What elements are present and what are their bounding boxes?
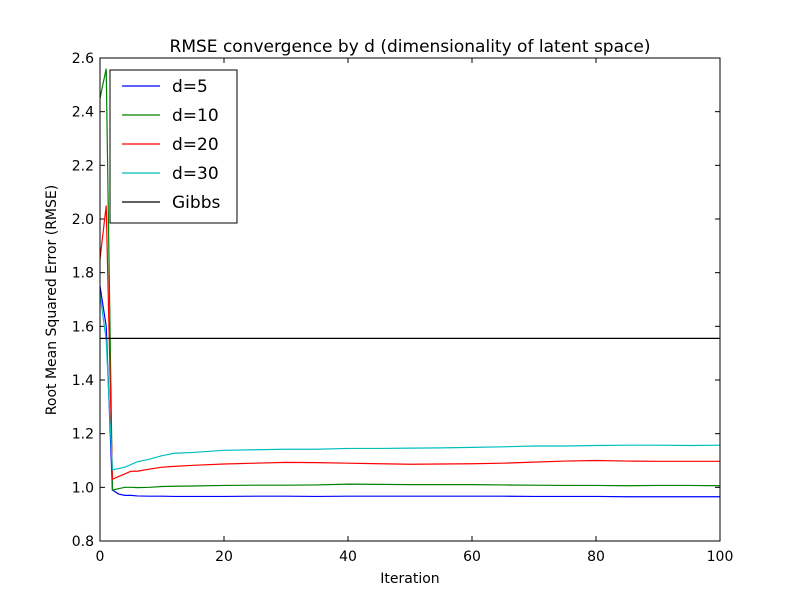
x-axis-label: Iteration: [380, 571, 439, 587]
legend-label: d=30: [172, 164, 219, 184]
legend-label: d=20: [172, 135, 219, 155]
y-tick-label: 2.4: [72, 105, 94, 121]
axis-ticks: 0 20 40 60 80 100 0.8 1.0 1.2 1.4 1.6 1.8 2.0 2.2 2.4 2…: [72, 51, 734, 565]
legend-label: d=5: [172, 77, 208, 97]
legend-box: [109, 69, 238, 224]
series-line-d-10: [99, 68, 721, 491]
legend: d=5 d=10 d=20 d=30 Gibbs: [109, 69, 238, 224]
x-tick-label: 80: [587, 549, 605, 565]
series-lines: [99, 68, 721, 498]
y-tick-label: 1.0: [72, 480, 94, 496]
y-tick-label: 0.8: [72, 534, 94, 550]
y-tick-label: 1.8: [72, 266, 94, 282]
y-tick-label: 2.6: [72, 51, 94, 67]
x-tick-label: 100: [707, 549, 734, 565]
y-tick-label: 2.2: [72, 158, 94, 174]
series-line-d-20: [99, 205, 720, 481]
x-tick-label: 40: [339, 549, 357, 565]
y-axis-label: Root Mean Squared Error (RMSE): [44, 185, 60, 415]
x-tick-label: 0: [96, 549, 105, 565]
legend-label: Gibbs: [172, 193, 220, 213]
chart-title: RMSE convergence by d (dimensionality of…: [170, 37, 651, 57]
plot-frame: [99, 57, 721, 542]
y-tick-label: 2.0: [72, 212, 94, 228]
series-line-d-30: [99, 294, 721, 471]
y-tick-label: 1.2: [72, 427, 94, 443]
y-tick-label: 1.6: [72, 319, 94, 335]
x-tick-label: 60: [463, 549, 481, 565]
x-tick-label: 20: [215, 549, 233, 565]
y-tick-label: 1.4: [72, 373, 94, 389]
series-line-d-5: [99, 285, 720, 498]
legend-label: d=10: [172, 106, 219, 126]
